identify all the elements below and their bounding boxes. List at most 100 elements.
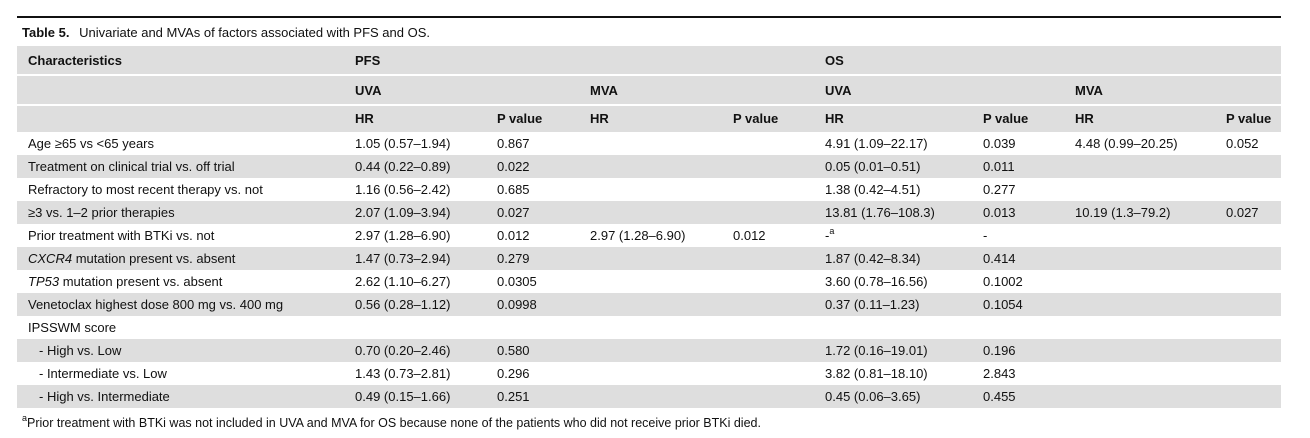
header-os-uva-hr: HR (825, 111, 844, 126)
os-mva-hr: 4.48 (0.99–20.25) (1075, 136, 1178, 151)
row-label: ≥3 vs. 1–2 prior therapies (28, 205, 175, 220)
os-uva-p: 0.1002 (983, 274, 1023, 289)
results-table: Characteristics PFS OS UVA MVA UVA MVA H… (17, 46, 1281, 408)
table-top-rule (17, 16, 1281, 18)
table-row: Refractory to most recent therapy vs. no… (17, 178, 1281, 201)
pfs-uva-hr: 2.97 (1.28–6.90) (355, 228, 451, 243)
row-separator (17, 104, 1281, 106)
os-uva-hr-cell: -a (825, 224, 834, 247)
pfs-mva-p: 0.012 (733, 228, 766, 243)
row-label: - Intermediate vs. Low (39, 366, 167, 381)
pfs-uva-hr: 2.62 (1.10–6.27) (355, 274, 451, 289)
pfs-uva-p: 0.0305 (497, 274, 537, 289)
header-row-groups: Characteristics PFS OS (17, 46, 1281, 76)
header-row-columns: HR P value HR P value HR P value HR P va… (17, 106, 1281, 132)
pfs-uva-p: 0.022 (497, 159, 530, 174)
pfs-uva-hr: 1.05 (0.57–1.94) (355, 136, 451, 151)
row-label-text: mutation present vs. absent (59, 274, 223, 289)
table-row: - High vs. Intermediate 0.49 (0.15–1.66)… (17, 385, 1281, 408)
os-uva-hr: 4.91 (1.09–22.17) (825, 136, 928, 151)
pfs-uva-hr: 1.47 (0.73–2.94) (355, 251, 451, 266)
os-uva-p: 0.455 (983, 389, 1016, 404)
header-pfs-mva-p: P value (733, 111, 779, 126)
footnote-text: Prior treatment with BTKi was not includ… (27, 416, 761, 430)
os-mva-hr: 10.19 (1.3–79.2) (1075, 205, 1171, 220)
table-row: Treatment on clinical trial vs. off tria… (17, 155, 1281, 178)
header-pfs-uva-hr: HR (355, 111, 374, 126)
os-uva-hr: 13.81 (1.76–108.3) (825, 205, 935, 220)
header-os-mva-p: P value (1226, 111, 1272, 126)
row-label: Refractory to most recent therapy vs. no… (28, 182, 263, 197)
header-os-uva-p: P value (983, 111, 1029, 126)
pfs-uva-p: 0.012 (497, 228, 530, 243)
row-label: IPSSWM score (28, 320, 117, 335)
table-row: IPSSWM score (17, 316, 1281, 339)
row-label: Venetoclax highest dose 800 mg vs. 400 m… (28, 297, 284, 312)
table-row: CXCR4 mutation present vs. absent 1.47 (… (17, 247, 1281, 270)
pfs-uva-hr: 2.07 (1.09–3.94) (355, 205, 451, 220)
os-uva-p: 0.1054 (983, 297, 1023, 312)
os-mva-p: 0.027 (1226, 205, 1259, 220)
os-uva-p: 0.277 (983, 182, 1016, 197)
os-uva-hr: 0.05 (0.01–0.51) (825, 159, 921, 174)
header-characteristics: Characteristics (28, 53, 122, 68)
row-label: TP53 mutation present vs. absent (28, 270, 222, 293)
pfs-mva-hr: 2.97 (1.28–6.90) (590, 228, 686, 243)
os-uva-hr: 1.72 (0.16–19.01) (825, 343, 928, 358)
row-label: Age ≥65 vs <65 years (28, 136, 155, 151)
pfs-uva-p: 0.027 (497, 205, 530, 220)
os-uva-hr: 0.45 (0.06–3.65) (825, 389, 921, 404)
table-caption: Table 5. Univariate and MVAs of factors … (22, 24, 430, 42)
table-row: ≥3 vs. 1–2 prior therapies 2.07 (1.09–3.… (17, 201, 1281, 224)
table-row: Venetoclax highest dose 800 mg vs. 400 m… (17, 293, 1281, 316)
header-os-mva-hr: HR (1075, 111, 1094, 126)
pfs-uva-hr: 0.44 (0.22–0.89) (355, 159, 451, 174)
row-label: - High vs. Intermediate (39, 389, 170, 404)
header-pfs-uva-p: P value (497, 111, 543, 126)
table-number: Table 5. (22, 25, 70, 40)
table-row: Age ≥65 vs <65 years 1.05 (0.57–1.94) 0.… (17, 132, 1281, 155)
table-footnote: aPrior treatment with BTKi was not inclu… (22, 412, 761, 432)
os-uva-hr: 3.82 (0.81–18.10) (825, 366, 928, 381)
os-uva-p: 0.011 (983, 159, 1015, 174)
gene-name: CXCR4 (28, 251, 73, 266)
header-os: OS (825, 53, 844, 68)
pfs-uva-hr: 1.16 (0.56–2.42) (355, 182, 451, 197)
row-label: - High vs. Low (39, 343, 122, 358)
header-pfs-mva: MVA (590, 83, 618, 98)
pfs-uva-hr: 0.49 (0.15–1.66) (355, 389, 451, 404)
os-uva-p: 0.196 (983, 343, 1016, 358)
header-pfs-uva: UVA (355, 83, 382, 98)
table-title: Univariate and MVAs of factors associate… (79, 25, 430, 40)
pfs-uva-p: 0.296 (497, 366, 530, 381)
row-label: CXCR4 mutation present vs. absent (28, 247, 235, 270)
pfs-uva-p: 0.867 (497, 136, 530, 151)
header-pfs: PFS (355, 53, 381, 68)
table-row: - Intermediate vs. Low 1.43 (0.73–2.81) … (17, 362, 1281, 385)
pfs-uva-hr: 1.43 (0.73–2.81) (355, 366, 451, 381)
row-label: Prior treatment with BTKi vs. not (28, 228, 215, 243)
os-uva-hr: 1.87 (0.42–8.34) (825, 251, 921, 266)
table-row: Prior treatment with BTKi vs. not 2.97 (… (17, 224, 1281, 247)
row-separator (17, 74, 1281, 76)
pfs-uva-hr: 0.70 (0.20–2.46) (355, 343, 451, 358)
row-label: Treatment on clinical trial vs. off tria… (28, 159, 235, 174)
os-uva-p: 0.414 (983, 251, 1016, 266)
pfs-uva-p: 0.0998 (497, 297, 537, 312)
row-label-text: mutation present vs. absent (72, 251, 236, 266)
os-uva-p: - (983, 228, 988, 243)
os-uva-p: 2.843 (983, 366, 1016, 381)
gene-name: TP53 (28, 274, 60, 289)
os-uva-hr: - (825, 228, 830, 243)
pfs-uva-p: 0.251 (497, 389, 530, 404)
os-uva-hr: 3.60 (0.78–16.56) (825, 274, 928, 289)
footnote-marker: a (829, 225, 835, 236)
pfs-uva-p: 0.279 (497, 251, 530, 266)
os-uva-hr: 0.37 (0.11–1.23) (825, 297, 920, 312)
footnote-marker: a (22, 412, 28, 423)
header-pfs-mva-hr: HR (590, 111, 609, 126)
os-uva-hr: 1.38 (0.42–4.51) (825, 182, 921, 197)
table-row: TP53 mutation present vs. absent 2.62 (1… (17, 270, 1281, 293)
os-uva-p: 0.013 (983, 205, 1016, 220)
os-uva-p: 0.039 (983, 136, 1016, 151)
